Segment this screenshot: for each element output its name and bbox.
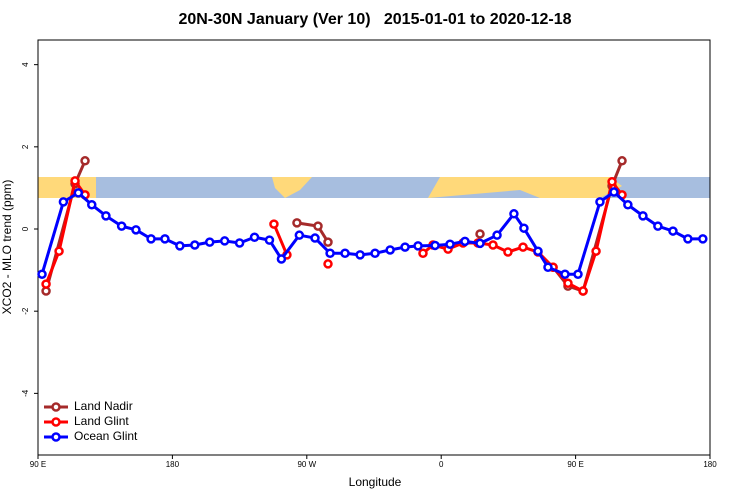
data-point <box>292 218 302 228</box>
y-tick-label: -4 <box>21 389 30 397</box>
data-point <box>638 211 648 221</box>
data-point <box>70 176 80 186</box>
data-point <box>519 223 529 233</box>
legend-marker <box>51 402 61 412</box>
data-point <box>37 269 47 279</box>
data-point <box>101 211 111 221</box>
y-axis-label: XCO2 - MLO trend (ppm) <box>0 180 14 315</box>
data-point <box>355 250 365 260</box>
data-point <box>204 237 215 247</box>
data-point <box>623 200 633 210</box>
data-point <box>591 246 601 256</box>
data-point <box>607 177 617 187</box>
legend-label: Land Nadir <box>74 399 133 413</box>
data-point <box>509 209 519 219</box>
x-tick-label: 180 <box>166 460 180 469</box>
data-point <box>573 269 583 279</box>
data-point <box>668 226 678 236</box>
data-point <box>698 234 708 244</box>
data-point <box>475 229 485 239</box>
data-point <box>41 279 51 289</box>
data-point <box>175 241 185 251</box>
data-point <box>595 197 605 207</box>
data-point <box>683 234 693 244</box>
x-tick-label: 90 E <box>30 460 46 469</box>
data-point <box>190 240 200 250</box>
legend-marker <box>51 417 61 427</box>
data-point <box>418 248 428 259</box>
y-tick-label: 2 <box>21 144 30 149</box>
data-point <box>578 286 588 296</box>
data-point <box>325 248 335 259</box>
chart-title: 20N-30N January (Ver 10) 2015-01-01 to 2… <box>178 11 571 28</box>
data-point <box>80 156 90 166</box>
legend-marker <box>51 432 61 442</box>
data-point <box>475 238 485 249</box>
data-point <box>563 278 573 288</box>
x-axis-label: Longitude <box>349 475 402 489</box>
x-tick-label: 90 W <box>297 460 316 469</box>
data-point <box>73 188 84 198</box>
data-point <box>617 156 627 166</box>
data-point <box>460 236 470 247</box>
y-tick-label: 0 <box>21 226 30 231</box>
plot-frame <box>37 39 711 456</box>
data-point <box>116 221 127 231</box>
data-point <box>249 232 260 242</box>
y-tick-label: -2 <box>21 307 30 315</box>
data-point <box>503 247 513 257</box>
data-point <box>533 246 543 256</box>
data-point <box>313 221 323 231</box>
data-point <box>413 241 423 251</box>
data-point <box>276 254 287 264</box>
data-point <box>87 200 97 210</box>
data-point <box>492 230 502 240</box>
data-point <box>340 248 350 259</box>
data-point <box>400 242 410 252</box>
data-point <box>264 235 275 245</box>
data-point <box>323 237 333 247</box>
data-point <box>54 246 64 256</box>
data-point <box>385 245 395 255</box>
data-point <box>58 197 69 207</box>
y-tick-label: 4 <box>21 62 30 67</box>
data-point <box>146 234 156 244</box>
data-point <box>518 242 528 252</box>
data-point <box>445 239 455 249</box>
data-point <box>160 234 170 244</box>
data-point <box>560 269 570 279</box>
data-point <box>370 248 380 259</box>
data-point <box>430 240 440 251</box>
data-point <box>543 262 553 272</box>
legend-label: Ocean Glint <box>74 429 138 443</box>
data-point <box>323 259 333 269</box>
data-point <box>219 236 230 246</box>
legend-label: Land Glint <box>74 414 129 428</box>
x-tick-label: 0 <box>439 460 444 469</box>
data-point <box>653 221 663 231</box>
x-tick-label: 90 E <box>567 460 583 469</box>
data-point <box>234 238 245 248</box>
data-point <box>269 219 279 229</box>
data-point <box>310 233 320 243</box>
data-point <box>131 225 141 235</box>
x-tick-label: 180 <box>703 460 717 469</box>
map-strip <box>38 177 710 198</box>
data-point <box>609 187 619 197</box>
data-point <box>488 240 498 250</box>
data-point <box>294 230 305 240</box>
